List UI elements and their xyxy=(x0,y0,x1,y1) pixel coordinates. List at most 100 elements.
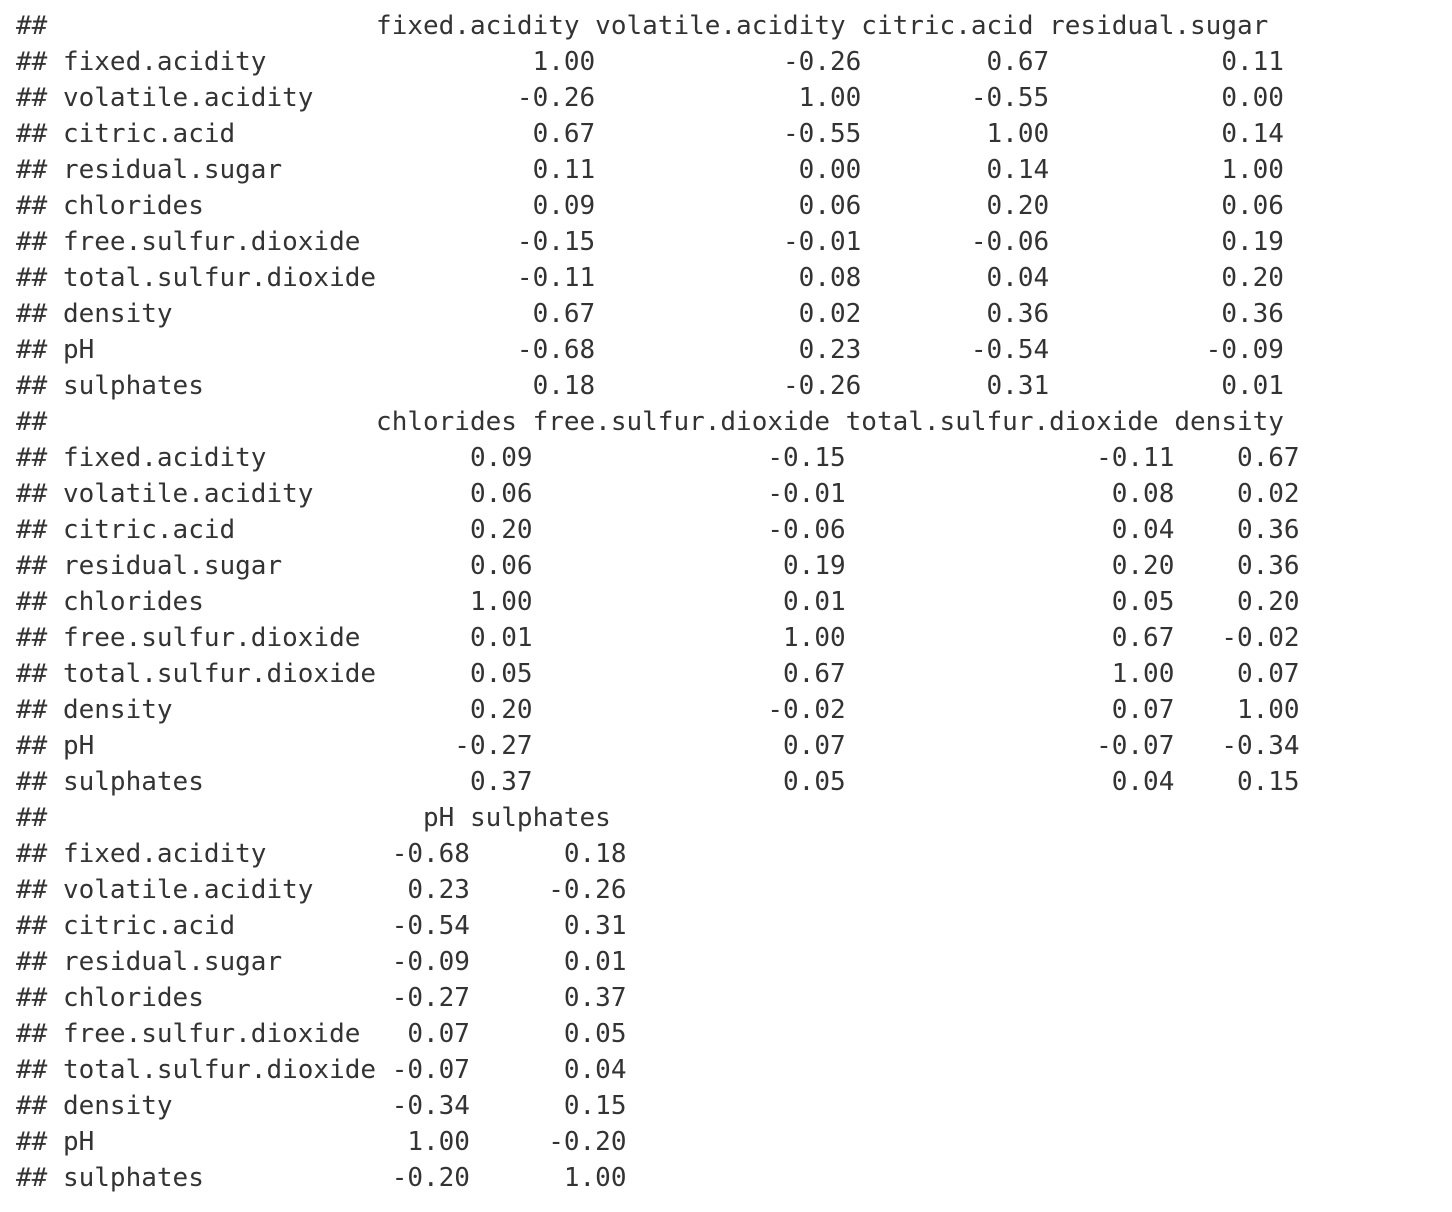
matrix-header-line: ## pH sulphates xyxy=(16,800,1300,836)
output-prefix: ## xyxy=(16,155,48,185)
output-prefix: ## xyxy=(16,191,48,221)
matrix-row-line: ## volatile.acidity -0.26 1.00 -0.55 0.0… xyxy=(16,80,1300,116)
matrix-row: sulphates 0.37 0.05 0.04 0.15 xyxy=(62,767,1300,797)
output-prefix: ## xyxy=(16,623,48,653)
matrix-row-line: ## sulphates 0.18 -0.26 0.31 0.01 xyxy=(16,368,1300,404)
console-output: ## fixed.acidity volatile.acidity citric… xyxy=(16,8,1300,1196)
output-prefix: ## xyxy=(16,731,48,761)
matrix-row: free.sulfur.dioxide 0.07 0.05 xyxy=(62,1019,627,1049)
matrix-row-line: ## chlorides 0.09 0.06 0.20 0.06 xyxy=(16,188,1300,224)
matrix-row: citric.acid -0.54 0.31 xyxy=(62,911,627,941)
matrix-row: density 0.67 0.02 0.36 0.36 xyxy=(62,299,1284,329)
matrix-row-line: ## pH 1.00 -0.20 xyxy=(16,1124,1300,1160)
output-prefix: ## xyxy=(16,371,48,401)
matrix-row: pH -0.68 0.23 -0.54 -0.09 xyxy=(62,335,1284,365)
matrix-row: residual.sugar 0.11 0.00 0.14 1.00 xyxy=(62,155,1284,185)
output-prefix: ## xyxy=(16,767,48,797)
matrix-row: pH 1.00 -0.20 xyxy=(62,1127,627,1157)
matrix-row-line: ## chlorides -0.27 0.37 xyxy=(16,980,1300,1016)
matrix-row-line: ## citric.acid 0.20 -0.06 0.04 0.36 xyxy=(16,512,1300,548)
output-prefix: ## xyxy=(16,695,48,725)
matrix-row-line: ## pH -0.68 0.23 -0.54 -0.09 xyxy=(16,332,1300,368)
matrix-row-line: ## total.sulfur.dioxide -0.07 0.04 xyxy=(16,1052,1300,1088)
output-prefix: ## xyxy=(16,119,48,149)
matrix-row: volatile.acidity -0.26 1.00 -0.55 0.00 xyxy=(62,83,1284,113)
matrix-row: sulphates -0.20 1.00 xyxy=(62,1163,627,1193)
matrix-row: chlorides -0.27 0.37 xyxy=(62,983,627,1013)
matrix-row: volatile.acidity 0.06 -0.01 0.08 0.02 xyxy=(62,479,1300,509)
output-prefix: ## xyxy=(16,875,48,905)
output-prefix: ## xyxy=(16,1127,48,1157)
output-prefix: ## xyxy=(16,443,48,473)
matrix-row: fixed.acidity 1.00 -0.26 0.67 0.11 xyxy=(62,47,1284,77)
output-prefix: ## xyxy=(16,263,48,293)
column-headers: fixed.acidity volatile.acidity citric.ac… xyxy=(62,11,1269,41)
matrix-row: total.sulfur.dioxide -0.07 0.04 xyxy=(62,1055,627,1085)
matrix-row-line: ## residual.sugar 0.11 0.00 0.14 1.00 xyxy=(16,152,1300,188)
matrix-row: fixed.acidity 0.09 -0.15 -0.11 0.67 xyxy=(62,443,1300,473)
matrix-row-line: ## fixed.acidity 1.00 -0.26 0.67 0.11 xyxy=(16,44,1300,80)
matrix-row-line: ## density -0.34 0.15 xyxy=(16,1088,1300,1124)
output-prefix: ## xyxy=(16,1055,48,1085)
matrix-row-line: ## density 0.67 0.02 0.36 0.36 xyxy=(16,296,1300,332)
matrix-row: free.sulfur.dioxide 0.01 1.00 0.67 -0.02 xyxy=(62,623,1300,653)
matrix-row-line: ## sulphates 0.37 0.05 0.04 0.15 xyxy=(16,764,1300,800)
matrix-header-line: ## chlorides free.sulfur.dioxide total.s… xyxy=(16,404,1300,440)
output-prefix: ## xyxy=(16,515,48,545)
matrix-row-line: ## volatile.acidity 0.23 -0.26 xyxy=(16,872,1300,908)
matrix-row-line: ## volatile.acidity 0.06 -0.01 0.08 0.02 xyxy=(16,476,1300,512)
output-prefix: ## xyxy=(16,1163,48,1193)
matrix-row-line: ## fixed.acidity -0.68 0.18 xyxy=(16,836,1300,872)
output-prefix: ## xyxy=(16,551,48,581)
matrix-row: fixed.acidity -0.68 0.18 xyxy=(62,839,627,869)
output-prefix: ## xyxy=(16,11,48,41)
matrix-row: citric.acid 0.20 -0.06 0.04 0.36 xyxy=(62,515,1300,545)
matrix-row-line: ## total.sulfur.dioxide 0.05 0.67 1.00 0… xyxy=(16,656,1300,692)
output-prefix: ## xyxy=(16,227,48,257)
matrix-row: total.sulfur.dioxide -0.11 0.08 0.04 0.2… xyxy=(62,263,1284,293)
output-prefix: ## xyxy=(16,911,48,941)
matrix-row: citric.acid 0.67 -0.55 1.00 0.14 xyxy=(62,119,1284,149)
matrix-row: chlorides 1.00 0.01 0.05 0.20 xyxy=(62,587,1300,617)
matrix-row: chlorides 0.09 0.06 0.20 0.06 xyxy=(62,191,1284,221)
column-headers: chlorides free.sulfur.dioxide total.sulf… xyxy=(62,407,1284,437)
output-prefix: ## xyxy=(16,479,48,509)
output-prefix: ## xyxy=(16,1091,48,1121)
output-prefix: ## xyxy=(16,983,48,1013)
matrix-row-line: ## free.sulfur.dioxide 0.01 1.00 0.67 -0… xyxy=(16,620,1300,656)
matrix-row-line: ## free.sulfur.dioxide -0.15 -0.01 -0.06… xyxy=(16,224,1300,260)
output-prefix: ## xyxy=(16,47,48,77)
output-prefix: ## xyxy=(16,947,48,977)
matrix-row-line: ## free.sulfur.dioxide 0.07 0.05 xyxy=(16,1016,1300,1052)
matrix-row: residual.sugar -0.09 0.01 xyxy=(62,947,627,977)
matrix-row-line: ## residual.sugar -0.09 0.01 xyxy=(16,944,1300,980)
output-prefix: ## xyxy=(16,659,48,689)
output-prefix: ## xyxy=(16,839,48,869)
matrix-row-line: ## chlorides 1.00 0.01 0.05 0.20 xyxy=(16,584,1300,620)
matrix-row: density 0.20 -0.02 0.07 1.00 xyxy=(62,695,1300,725)
output-prefix: ## xyxy=(16,587,48,617)
matrix-row: volatile.acidity 0.23 -0.26 xyxy=(62,875,627,905)
matrix-row-line: ## fixed.acidity 0.09 -0.15 -0.11 0.67 xyxy=(16,440,1300,476)
matrix-row-line: ## density 0.20 -0.02 0.07 1.00 xyxy=(16,692,1300,728)
matrix-row-line: ## citric.acid -0.54 0.31 xyxy=(16,908,1300,944)
output-prefix: ## xyxy=(16,83,48,113)
matrix-row: residual.sugar 0.06 0.19 0.20 0.36 xyxy=(62,551,1300,581)
matrix-row-line: ## residual.sugar 0.06 0.19 0.20 0.36 xyxy=(16,548,1300,584)
matrix-row: free.sulfur.dioxide -0.15 -0.01 -0.06 0.… xyxy=(62,227,1284,257)
matrix-row: total.sulfur.dioxide 0.05 0.67 1.00 0.07 xyxy=(62,659,1300,689)
output-prefix: ## xyxy=(16,407,48,437)
output-prefix: ## xyxy=(16,335,48,365)
matrix-row-line: ## pH -0.27 0.07 -0.07 -0.34 xyxy=(16,728,1300,764)
matrix-row: pH -0.27 0.07 -0.07 -0.34 xyxy=(62,731,1300,761)
column-headers: pH sulphates xyxy=(62,803,611,833)
output-prefix: ## xyxy=(16,803,48,833)
matrix-row-line: ## total.sulfur.dioxide -0.11 0.08 0.04 … xyxy=(16,260,1300,296)
matrix-row: density -0.34 0.15 xyxy=(62,1091,627,1121)
matrix-row-line: ## sulphates -0.20 1.00 xyxy=(16,1160,1300,1196)
matrix-header-line: ## fixed.acidity volatile.acidity citric… xyxy=(16,8,1300,44)
output-prefix: ## xyxy=(16,1019,48,1049)
matrix-row-line: ## citric.acid 0.67 -0.55 1.00 0.14 xyxy=(16,116,1300,152)
matrix-row: sulphates 0.18 -0.26 0.31 0.01 xyxy=(62,371,1284,401)
output-prefix: ## xyxy=(16,299,48,329)
